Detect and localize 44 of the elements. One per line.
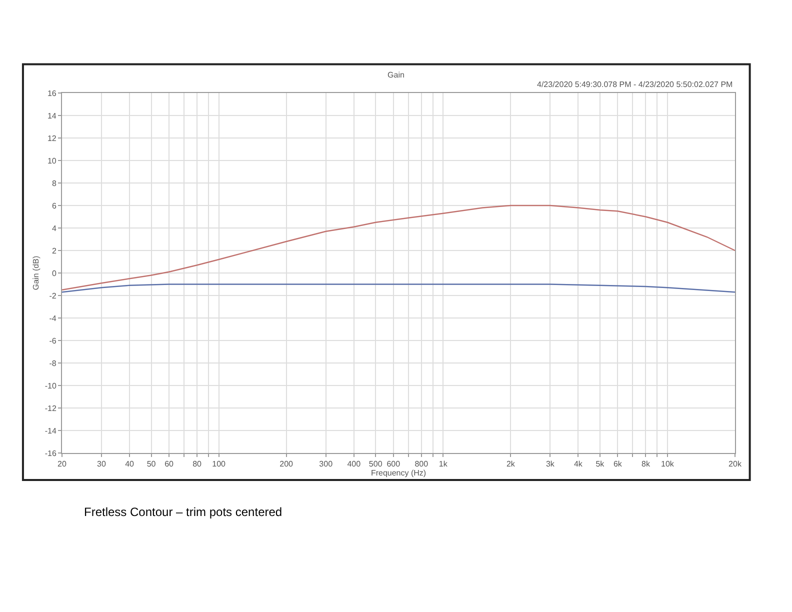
text: 4/23/2020 5:49:30.078 PM - 4/23/2020 5:50:02.027 PM: [537, 80, 734, 89]
y-tick-label: 0: [52, 268, 57, 278]
x-tick-label: 30: [97, 460, 106, 469]
x-tick-label: 20: [58, 460, 67, 469]
x-tick-label: 10k: [661, 460, 675, 469]
y-tick-label: -16: [44, 448, 57, 458]
x-tick-label: 1k: [438, 460, 448, 469]
x-tick-label: 8k: [642, 460, 651, 469]
x-axis-title: Frequency (Hz): [370, 468, 426, 478]
y-tick-label: 6: [52, 201, 57, 210]
x-tick-label: 40: [125, 460, 135, 469]
y-tick-label: 4: [52, 224, 57, 233]
y-tick-label: 10: [47, 156, 57, 166]
y-tick-label: 8: [52, 178, 57, 188]
y-tick-label: 12: [47, 134, 57, 143]
x-tick-label: 60: [164, 460, 174, 469]
y-tick-label: -14: [44, 426, 57, 436]
x-tick-label: 50: [146, 460, 156, 469]
y-tick-label: -2: [49, 291, 57, 300]
x-tick-label: 400: [347, 460, 362, 469]
y-tick-label: -8: [49, 358, 57, 368]
x-tick-label: 100: [212, 460, 226, 469]
x-tick-label: 500: [368, 460, 383, 469]
x-tick-label: 80: [192, 460, 202, 469]
x-tick-label: 6k: [613, 460, 623, 469]
x-tick-label: 4k: [574, 460, 584, 469]
x-tick-label: 5k: [596, 460, 606, 469]
x-tick-label: 2k: [506, 460, 516, 469]
y-tick-label: -6: [49, 336, 57, 346]
chart-title: Gain: [388, 70, 404, 80]
x-tick-label: 20k: [728, 460, 742, 469]
text: Fretless Contour – trim pots centered: [84, 505, 282, 519]
y-tick-label: 16: [47, 88, 57, 98]
x-tick-label: 200: [280, 460, 294, 469]
x-tick-label: 300: [319, 460, 334, 469]
y-axis-title: Gain (dB): [32, 256, 41, 290]
y-tick-label: 2: [52, 246, 57, 256]
x-tick-label: 3k: [546, 460, 556, 469]
x-tick-label: 800: [414, 460, 429, 469]
x-tick-label: 600: [386, 460, 401, 469]
y-tick-label: -4: [49, 314, 57, 323]
y-tick-label: -12: [44, 404, 57, 413]
y-tick-label: -10: [44, 381, 57, 390]
y-tick-label: 14: [47, 111, 57, 120]
